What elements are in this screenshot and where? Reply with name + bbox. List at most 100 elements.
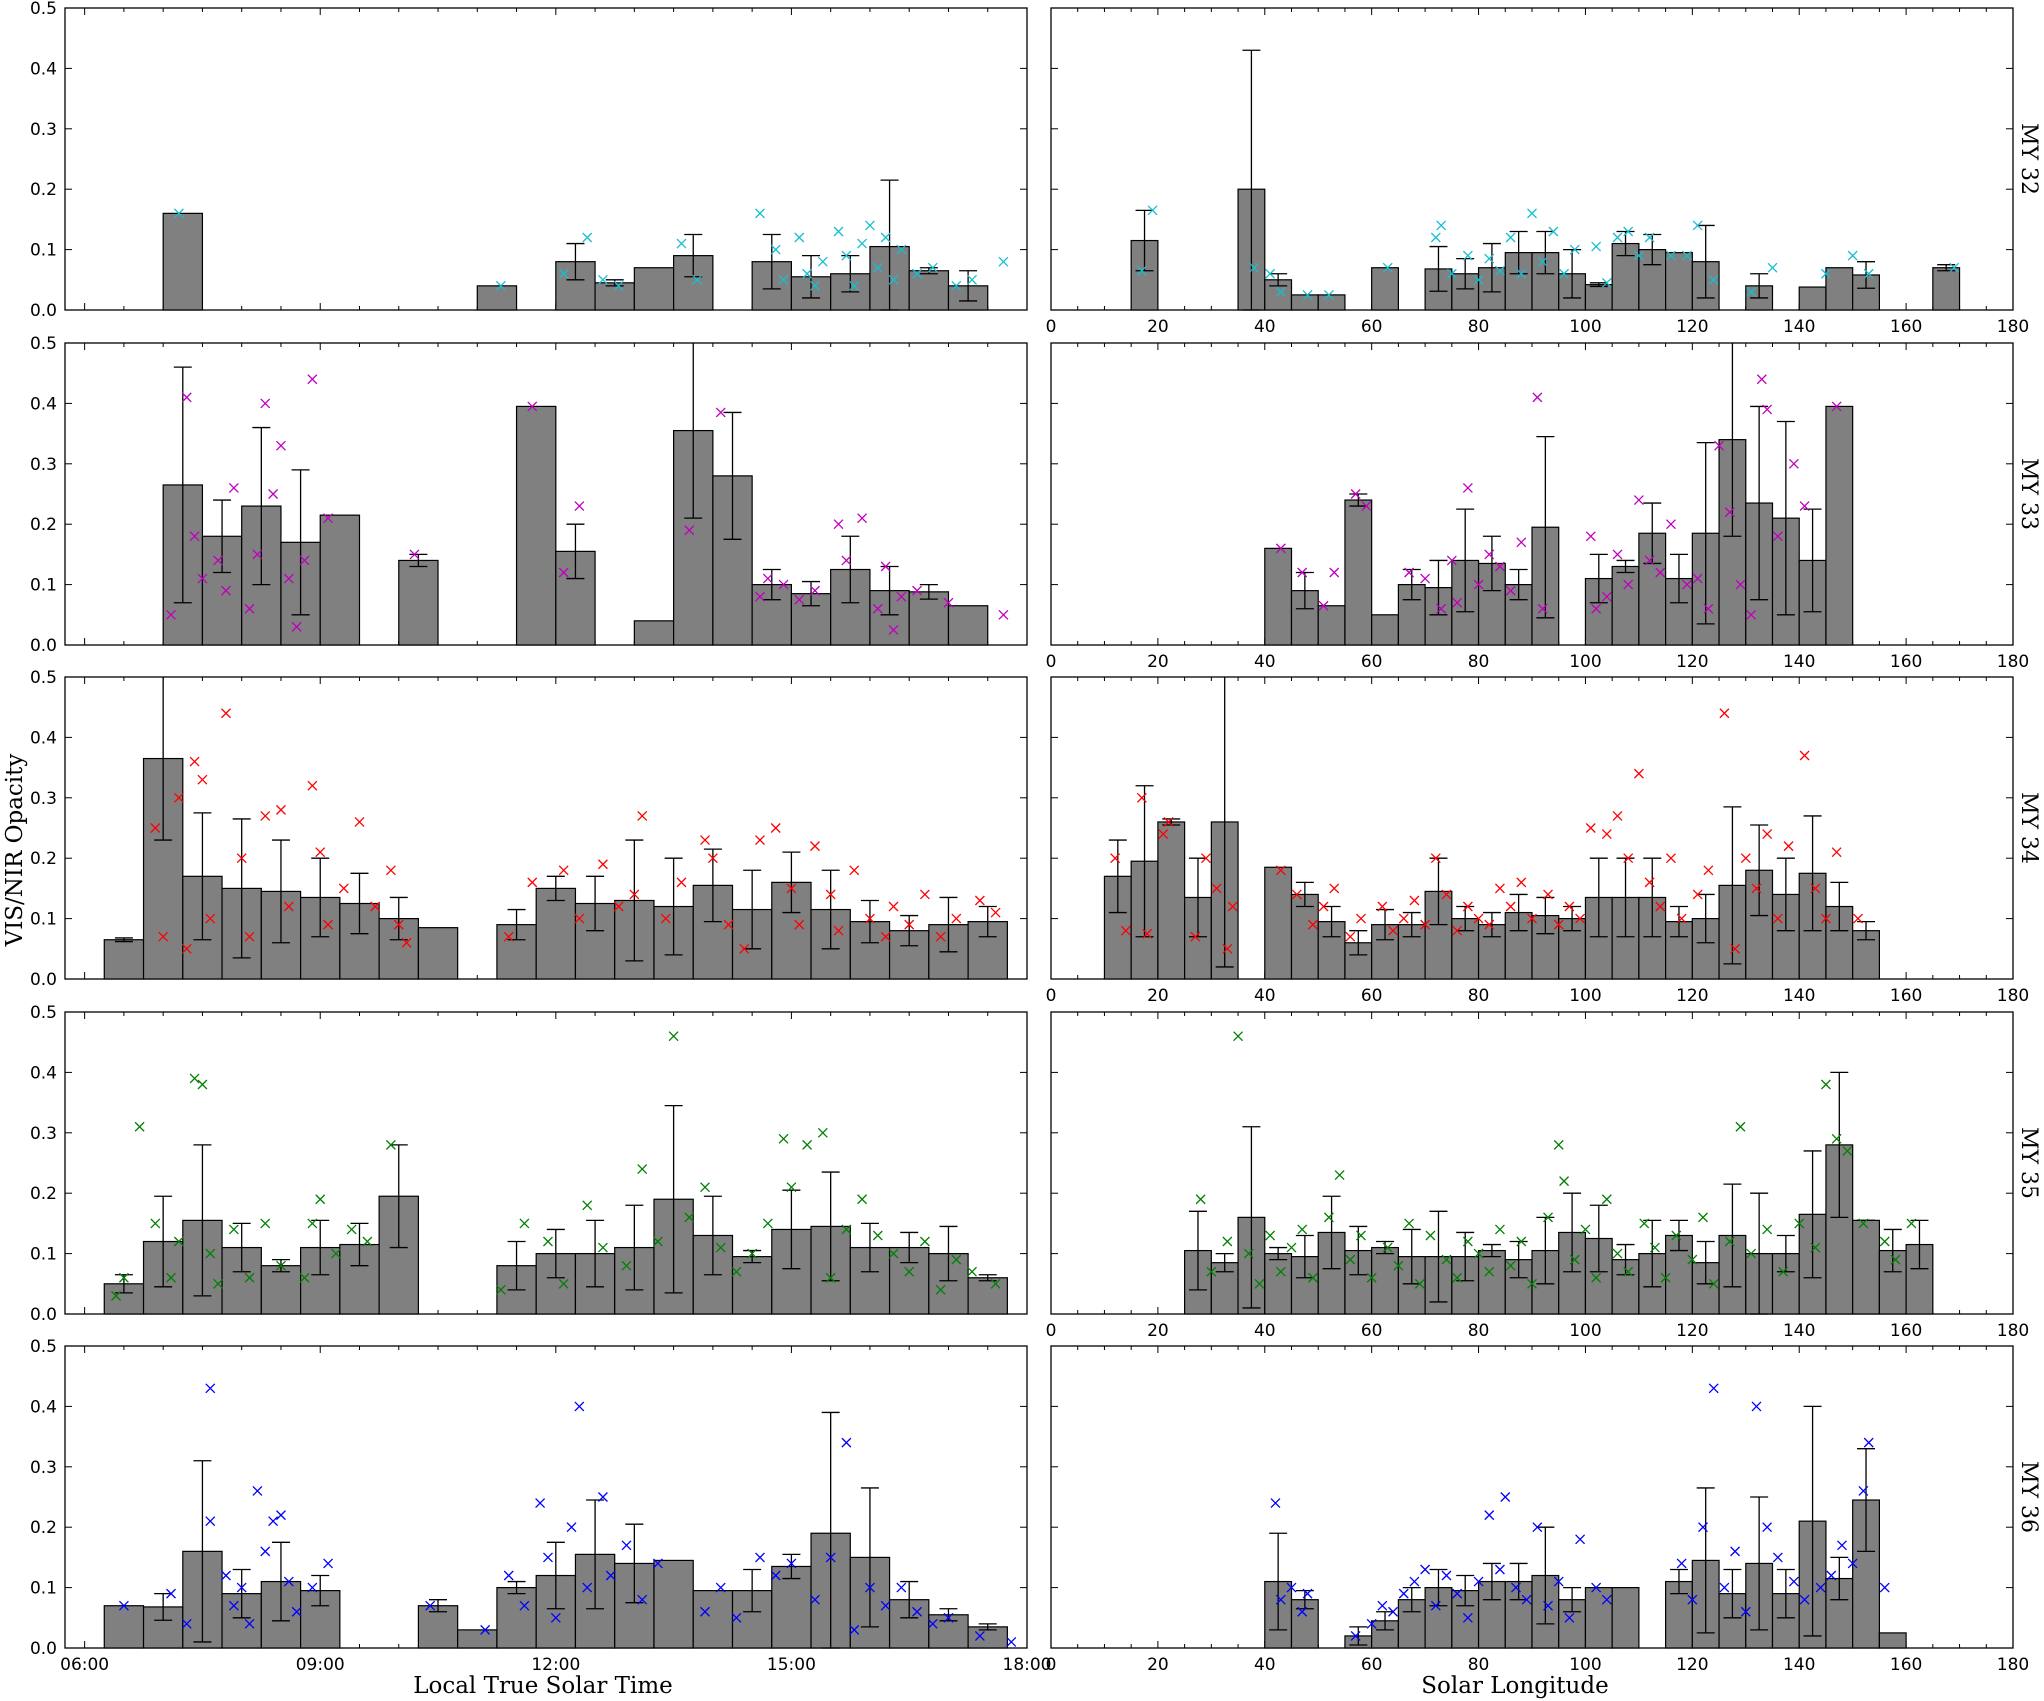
data-point-marker bbox=[786, 1182, 797, 1193]
data-point-marker bbox=[1585, 823, 1596, 833]
data-point-marker bbox=[1345, 1254, 1356, 1265]
data-point-marker bbox=[841, 250, 852, 261]
data-point-marker bbox=[221, 585, 231, 596]
x-tick-label: 120 bbox=[1676, 317, 1708, 337]
data-point-marker bbox=[1847, 250, 1858, 261]
data-point-marker bbox=[1222, 943, 1233, 954]
x-tick-label: 160 bbox=[1890, 317, 1922, 337]
data-point-marker bbox=[943, 597, 954, 608]
data-point-marker bbox=[951, 913, 962, 924]
data-point-marker bbox=[990, 1278, 1001, 1289]
x-tick-label: 160 bbox=[1890, 1321, 1922, 1341]
data-point-marker bbox=[1484, 253, 1495, 264]
data-point-marker bbox=[307, 1218, 318, 1229]
y-tick-label: 0.3 bbox=[30, 455, 57, 475]
x-tick-label: 40 bbox=[1254, 986, 1276, 1006]
data-point-marker bbox=[1505, 901, 1516, 912]
data-point-marker bbox=[1430, 853, 1441, 864]
data-point-marker bbox=[1361, 501, 1372, 512]
data-point-marker bbox=[1452, 597, 1463, 608]
x-tick-label: 120 bbox=[1676, 1655, 1708, 1675]
data-point-marker bbox=[919, 889, 930, 900]
data-point-marker bbox=[1286, 1242, 1297, 1253]
data-point-marker bbox=[1163, 817, 1174, 827]
data-point-marker bbox=[676, 877, 687, 888]
data-point-marker bbox=[1275, 286, 1286, 297]
data-point-marker bbox=[802, 1139, 813, 1150]
data-point-marker bbox=[637, 1164, 648, 1174]
bar bbox=[1825, 405, 1854, 646]
data-point-marker bbox=[574, 501, 585, 512]
data-point-marker bbox=[307, 1582, 318, 1593]
data-point-marker bbox=[1441, 1254, 1452, 1265]
data-point-marker bbox=[1863, 1437, 1874, 1448]
data-point-marker bbox=[268, 1516, 279, 1527]
data-point-marker bbox=[527, 401, 538, 412]
data-point-marker bbox=[637, 1594, 648, 1605]
data-point-marker bbox=[1318, 600, 1329, 611]
data-point-marker bbox=[1201, 853, 1211, 864]
data-point-marker bbox=[205, 1248, 216, 1259]
data-point-marker bbox=[299, 1272, 310, 1283]
data-point-marker bbox=[1527, 913, 1537, 924]
data-point-marker bbox=[888, 274, 899, 285]
y-tick-label: 0.0 bbox=[30, 1305, 57, 1325]
data-point-marker bbox=[1559, 268, 1570, 279]
x-tick-label: 100 bbox=[1569, 986, 1601, 1006]
year-label: MY 32 bbox=[2016, 123, 2041, 195]
y-tick-label: 0.0 bbox=[30, 970, 57, 990]
data-point-marker bbox=[260, 398, 271, 409]
data-point-marker bbox=[927, 262, 938, 273]
data-point-marker bbox=[1879, 1236, 1890, 1247]
data-point-marker bbox=[582, 232, 593, 243]
x-tick-label: 100 bbox=[1569, 1655, 1601, 1675]
y-tick-label: 0.1 bbox=[30, 910, 57, 930]
x-tick-label: 160 bbox=[1890, 1655, 1922, 1675]
y-tick-label: 0.1 bbox=[30, 576, 57, 596]
data-point-marker bbox=[857, 1194, 868, 1205]
data-point-marker bbox=[904, 919, 915, 930]
data-point-marker bbox=[1142, 928, 1153, 939]
data-point-marker bbox=[904, 1266, 915, 1277]
x-tick-label: 100 bbox=[1569, 1321, 1601, 1341]
data-point-marker bbox=[1494, 883, 1505, 894]
data-point-marker bbox=[1906, 1218, 1917, 1229]
data-point-marker bbox=[810, 841, 820, 852]
data-point-marker bbox=[684, 525, 695, 536]
data-point-marker bbox=[1430, 232, 1441, 243]
bar bbox=[1157, 821, 1186, 980]
data-point-marker bbox=[550, 1612, 561, 1623]
data-point-marker bbox=[872, 262, 883, 273]
data-point-marker bbox=[527, 877, 538, 888]
data-point-marker bbox=[1494, 561, 1505, 572]
bar bbox=[1584, 1586, 1613, 1649]
data-point-marker bbox=[967, 1266, 977, 1277]
data-point-marker bbox=[1772, 1552, 1783, 1563]
data-point-marker bbox=[1847, 1558, 1858, 1569]
data-point-marker bbox=[1788, 1576, 1799, 1587]
data-point-marker bbox=[370, 901, 381, 912]
x-tick-label: 12:00 bbox=[531, 1655, 580, 1675]
y-tick-label: 0.4 bbox=[30, 1397, 57, 1417]
data-point-marker bbox=[1473, 1576, 1484, 1587]
data-point-marker bbox=[275, 1260, 286, 1271]
y-tick-label: 0.1 bbox=[30, 241, 57, 261]
data-point-marker bbox=[409, 549, 420, 560]
data-point-marker bbox=[1692, 220, 1703, 231]
data-point-marker bbox=[1719, 1582, 1730, 1593]
x-tick-label: 0 bbox=[1046, 652, 1057, 672]
data-point-marker bbox=[1746, 609, 1757, 620]
data-point-marker bbox=[260, 1546, 271, 1557]
data-point-marker bbox=[1666, 250, 1676, 261]
data-point-marker bbox=[307, 374, 318, 385]
data-point-marker bbox=[1633, 495, 1644, 505]
data-point-marker bbox=[1826, 1570, 1837, 1581]
bar bbox=[1611, 565, 1640, 646]
x-tick-label: 18:00 bbox=[1003, 1655, 1052, 1675]
x-tick-label: 100 bbox=[1569, 652, 1601, 672]
y-tick-label: 0.5 bbox=[30, 0, 57, 19]
data-point-marker bbox=[810, 1594, 820, 1605]
data-point-marker bbox=[810, 280, 820, 291]
year-label: MY 35 bbox=[2016, 1127, 2041, 1199]
data-point-marker bbox=[1527, 1278, 1537, 1289]
